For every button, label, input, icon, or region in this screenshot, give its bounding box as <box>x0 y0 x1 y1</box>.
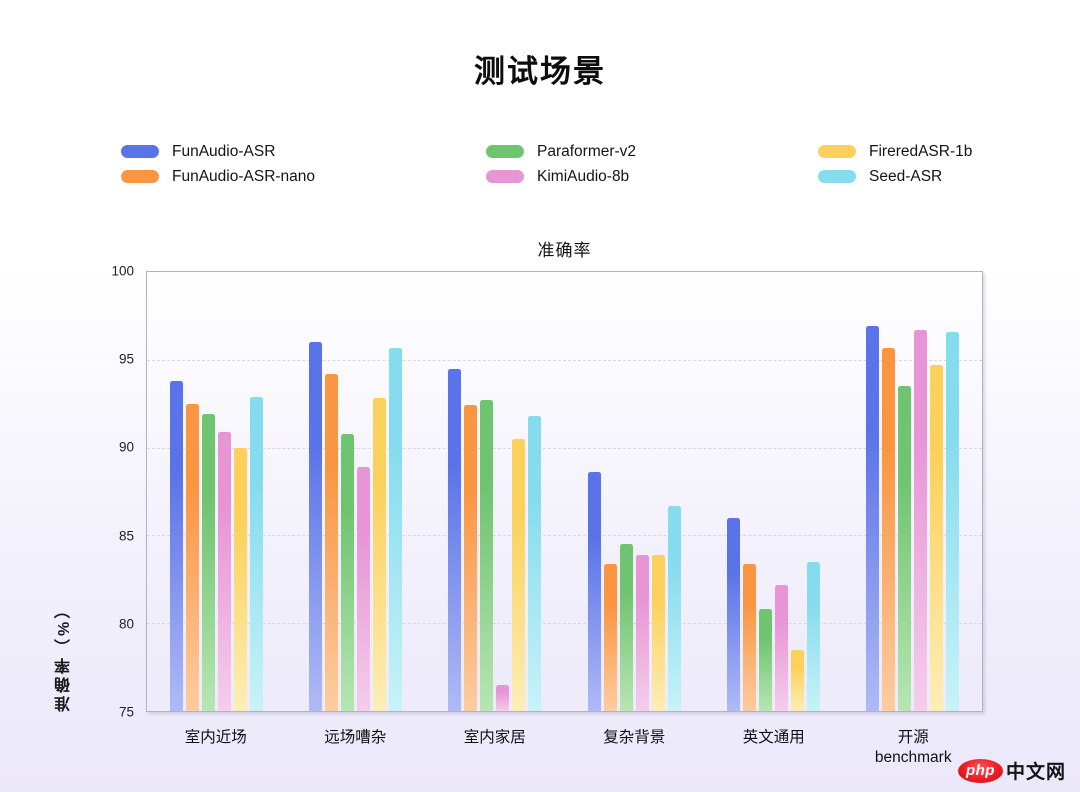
bar-FunAudio-ASR <box>587 472 601 711</box>
bar-FunAudio-ASR-nano <box>881 347 895 711</box>
bar-Seed-ASR <box>806 561 820 711</box>
bar-FunAudio-ASR <box>309 342 323 711</box>
bar-FireredASR-1b <box>651 554 665 711</box>
legend-swatch-icon <box>818 170 856 183</box>
y-tick-label: 90 <box>118 439 134 455</box>
bar-group <box>425 272 564 711</box>
bar-FunAudio-ASR-nano <box>464 405 478 711</box>
bar-KimiAudio-8b <box>357 466 371 711</box>
bar-Paraformer-v2 <box>341 433 355 711</box>
bar-FunAudio-ASR-nano <box>742 563 756 711</box>
bar-Seed-ASR <box>945 331 959 711</box>
bar-group <box>565 272 704 711</box>
bar-FireredASR-1b <box>512 438 526 711</box>
x-axis-label: 开源 benchmark <box>874 729 952 766</box>
bar-KimiAudio-8b <box>635 554 649 711</box>
y-tick-label: 95 <box>118 351 134 367</box>
bar-FireredASR-1b <box>234 447 248 711</box>
bar-FireredASR-1b <box>373 398 387 711</box>
bar-Paraformer-v2 <box>619 544 633 711</box>
legend-label: FunAudio-ASR <box>172 142 276 160</box>
plot-area <box>146 271 983 712</box>
x-axis-label: 英文通用 <box>742 729 805 746</box>
y-axis-title: 准确率（%） <box>56 599 73 712</box>
legend-item: Seed-ASR <box>818 168 972 186</box>
watermark: php 中文网 <box>957 757 1066 784</box>
x-axis-labels: 室内近场 远场嘈杂 室内家居 复杂背景 英文通用 开源 benchmark <box>146 712 983 768</box>
bar-FireredASR-1b <box>929 365 943 711</box>
bar-group <box>843 272 982 711</box>
bar-FireredASR-1b <box>790 649 804 711</box>
bar-KimiAudio-8b <box>913 329 927 711</box>
bar-FunAudio-ASR <box>448 368 462 711</box>
bar-KimiAudio-8b <box>496 684 510 711</box>
bar-Seed-ASR <box>528 416 542 711</box>
x-axis-label: 室内家居 <box>463 729 526 746</box>
php-logo-icon: php <box>957 758 1003 783</box>
watermark-site-name: 中文网 <box>1005 762 1066 783</box>
legend-label: FunAudio-ASR-nano <box>172 167 316 185</box>
bar-KimiAudio-8b <box>774 584 788 711</box>
bar-KimiAudio-8b <box>218 431 232 711</box>
bar-FunAudio-ASR <box>170 380 184 711</box>
legend-label: Seed-ASR <box>869 167 943 185</box>
legend-item: FireredASR-1b <box>818 143 972 161</box>
legend-label: FireredASR-1b <box>869 142 973 160</box>
chart-legend: FunAudio-ASR FunAudio-ASR-nano Paraformer-… <box>121 139 972 189</box>
legend-swatch-icon <box>818 145 856 158</box>
legend-swatch-icon <box>121 170 159 183</box>
bar-Paraformer-v2 <box>897 386 911 711</box>
y-tick-label: 75 <box>118 704 134 720</box>
y-tick-label: 100 <box>111 263 134 279</box>
bar-Paraformer-v2 <box>202 414 216 711</box>
bar-Paraformer-v2 <box>480 400 494 711</box>
bar-FunAudio-ASR <box>726 517 740 711</box>
x-axis-label: 远场嘈杂 <box>324 729 387 746</box>
bar-series-container <box>147 272 982 711</box>
bar-group <box>286 272 425 711</box>
legend-swatch-icon <box>486 170 524 183</box>
bar-Paraformer-v2 <box>758 609 772 711</box>
bar-Seed-ASR <box>667 505 681 711</box>
y-axis-ticks: 75 80 85 90 95 100 <box>92 264 134 720</box>
bar-Seed-ASR <box>389 347 403 711</box>
legend-swatch-icon <box>486 145 524 158</box>
legend-item: KimiAudio-8b <box>486 168 818 186</box>
bar-FunAudio-ASR-nano <box>325 373 339 711</box>
page-title: 测试场景 <box>474 54 606 89</box>
chart-subtitle: 准确率 <box>537 241 592 260</box>
legend-item: Paraformer-v2 <box>486 143 818 161</box>
bar-FunAudio-ASR <box>865 326 879 711</box>
gridline <box>147 535 982 537</box>
bar-group <box>704 272 843 711</box>
legend-label: KimiAudio-8b <box>537 167 630 185</box>
bar-FunAudio-ASR-nano <box>603 563 617 711</box>
gridline <box>147 447 982 449</box>
gridline <box>147 359 982 361</box>
y-tick-label: 85 <box>118 528 134 544</box>
x-axis-label: 室内近场 <box>184 729 247 746</box>
gridline <box>147 623 982 625</box>
x-axis-label: 复杂背景 <box>603 729 666 746</box>
bar-group <box>147 272 286 711</box>
legend-item: FunAudio-ASR <box>121 143 486 161</box>
bar-Seed-ASR <box>250 396 264 711</box>
legend-label: Paraformer-v2 <box>537 142 637 160</box>
bar-FunAudio-ASR-nano <box>186 403 200 711</box>
legend-swatch-icon <box>121 145 159 158</box>
legend-item: FunAudio-ASR-nano <box>121 168 486 186</box>
y-tick-label: 80 <box>118 616 134 632</box>
